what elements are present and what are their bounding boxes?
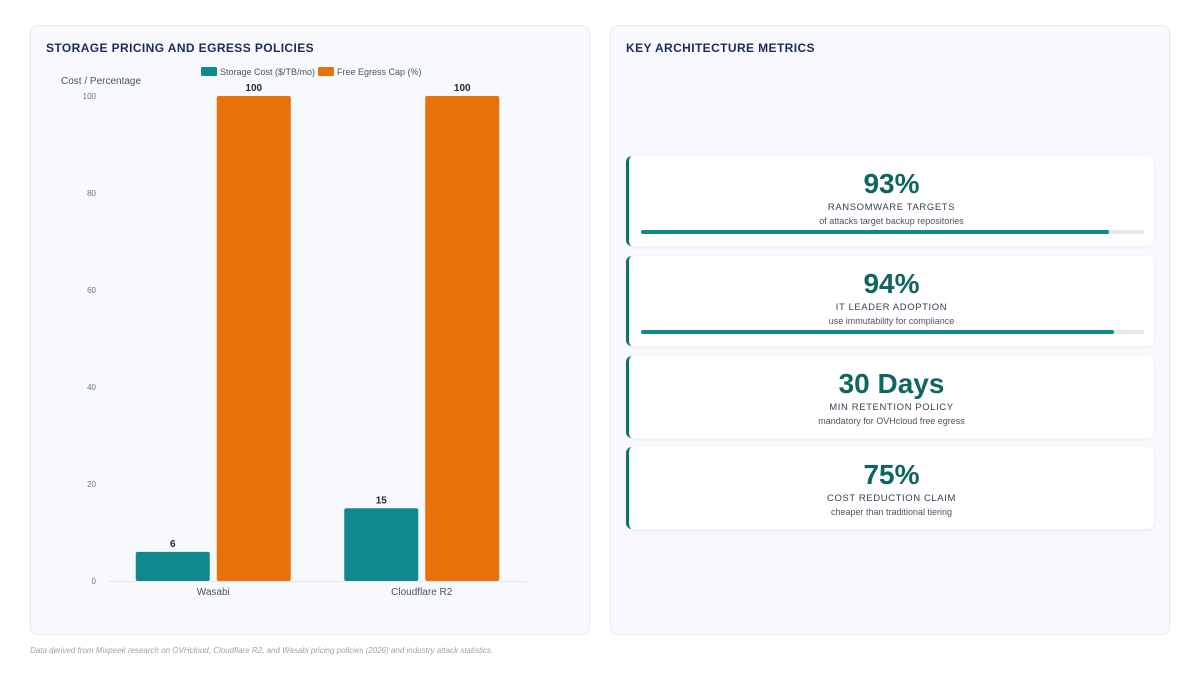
legend-swatch [318,67,334,76]
x-tick-label: Wasabi [197,587,230,598]
metric-description: cheaper than traditional tiering [830,507,953,517]
metric-card-cost-reduction: 75% COST REDUCTION CLAIM cheaper than tr… [626,447,1154,529]
metric-description: use immutability for compliance [828,316,955,326]
bar-data-label: 100 [245,83,262,94]
metric-value: 93% [863,168,920,199]
chart-panel-title: STORAGE PRICING AND EGRESS POLICIES [46,41,315,55]
y-tick-label: 100 [83,92,97,101]
metric-progress-track [641,230,1144,234]
y-tick-label: 20 [87,480,96,489]
metric-value: 30 Days [838,368,945,399]
storage-pricing-chart: Cost / Percentage 0 20 40 60 80 100 Storage Cos… [61,67,526,598]
bar [135,551,210,581]
metric-label: COST REDUCTION CLAIM [826,493,956,504]
footer-note: Data derived from Mixpeek research on OV… [30,646,494,655]
y-tick-label: 40 [87,383,96,392]
metric-description: of attacks target backup repositories [819,216,964,226]
metric-progress-track [641,330,1144,334]
y-tick-label: 80 [87,189,96,198]
legend-swatch [201,67,217,76]
metrics-panel: KEY ARCHITECTURE METRICS 93% RANSOMWARE … [610,25,1170,635]
metric-value: 94% [863,268,920,299]
bar-data-label: 6 [170,539,176,550]
legend-label: Storage Cost ($/TB/mo) [220,67,315,77]
metric-description: mandatory for OVHcloud free egress [818,416,965,426]
metric-card-retention: 30 Days MIN RETENTION POLICY mandatory f… [626,356,1154,438]
y-axis-title: Cost / Percentage [61,76,141,87]
x-tick-label: Cloudflare R2 [391,587,453,598]
bar [216,96,291,581]
legend-label: Free Egress Cap (%) [337,67,422,77]
bar-data-label: 100 [454,83,471,94]
metric-label: RANSOMWARE TARGETS [827,202,956,213]
metric-label: MIN RETENTION POLICY [829,402,954,413]
metric-label: IT LEADER ADOPTION [835,302,948,313]
y-tick-label: 0 [92,577,97,586]
y-tick-label: 60 [87,286,96,295]
chart-panel: STORAGE PRICING AND EGRESS POLICIES Cost… [30,25,590,635]
metrics-panel-title: KEY ARCHITECTURE METRICS [626,41,815,55]
bar [425,96,500,581]
bar-data-label: 15 [376,495,388,506]
metric-progress-fill [641,230,1109,234]
metric-card-ransomware: 93% RANSOMWARE TARGETS of attacks target… [626,156,1154,246]
metric-progress-fill [641,330,1114,334]
metric-card-it-adoption: 94% IT LEADER ADOPTION use immutability … [626,256,1154,346]
metric-value: 75% [863,459,920,490]
bar [344,508,419,581]
